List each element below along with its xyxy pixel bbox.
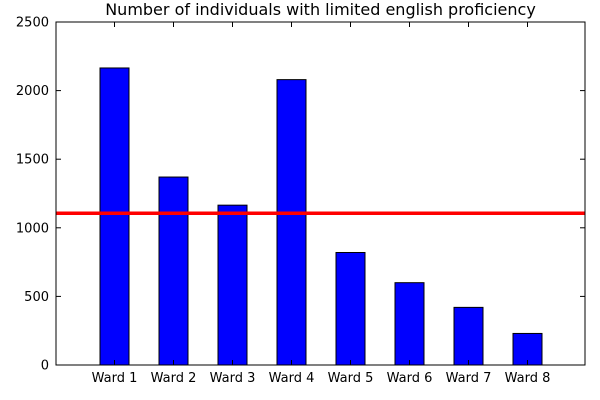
bar-ward-6 <box>394 282 425 366</box>
y-tick-label: 2000 <box>16 84 49 99</box>
y-tick-label: 0 <box>41 359 49 374</box>
x-tick-label: Ward 1 <box>92 371 138 386</box>
x-axis: Ward 1 Ward 2 Ward 3 Ward 4 Ward 5 Ward 6 Ward… <box>92 22 551 386</box>
bar-ward-4 <box>276 79 307 366</box>
x-tick-label: Ward 5 <box>328 371 374 386</box>
x-tick-label: Ward 2 <box>151 371 197 386</box>
x-tick-label: Ward 6 <box>387 371 433 386</box>
x-tick-label: Ward 8 <box>505 371 551 386</box>
y-axis: 0 500 1000 1500 2000 2500 <box>16 16 585 374</box>
x-tick-label: Ward 3 <box>210 371 256 386</box>
x-tick-label: Ward 7 <box>446 371 492 386</box>
bars-layer <box>99 67 543 366</box>
y-tick-label: 1000 <box>16 221 49 236</box>
bar-ward-2 <box>158 176 189 366</box>
bar-ward-7 <box>453 306 484 366</box>
chart-title: Number of individuals with limited engli… <box>105 0 536 19</box>
bar-ward-1 <box>99 67 130 366</box>
y-tick-label: 500 <box>24 290 49 305</box>
y-tick-label: 1500 <box>16 153 49 168</box>
x-tick-label: Ward 4 <box>269 371 315 386</box>
y-tick-label: 2500 <box>16 16 49 31</box>
bar-ward-3 <box>217 204 248 366</box>
bar-ward-5 <box>335 251 366 366</box>
bar-ward-8 <box>512 332 543 366</box>
plot-frame <box>55 21 586 366</box>
